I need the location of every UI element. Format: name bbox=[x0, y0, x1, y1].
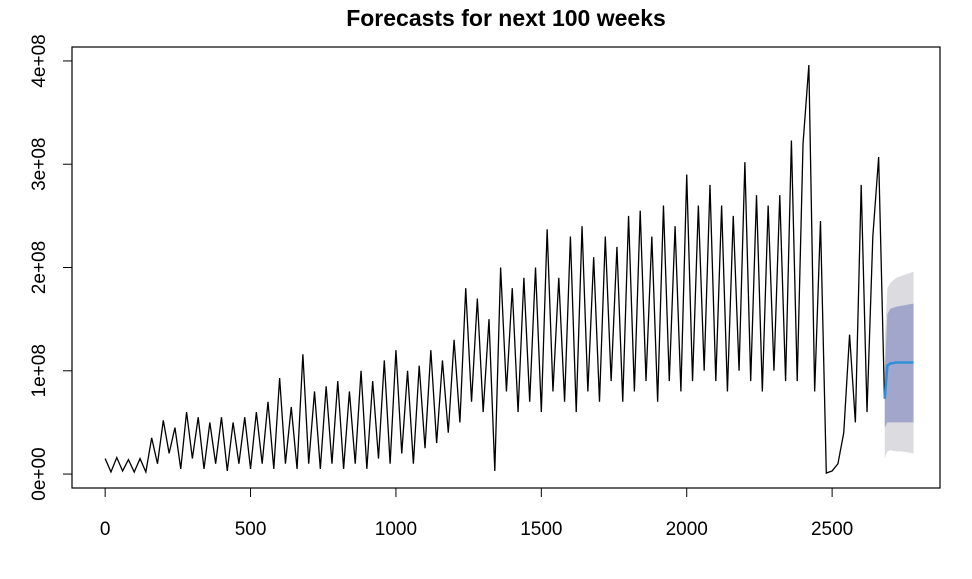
y-tick-label: 2e+08 bbox=[29, 241, 50, 294]
y-tick-label: 0e+00 bbox=[29, 447, 50, 500]
x-tick-label: 0 bbox=[100, 519, 111, 540]
chart-title: Forecasts for next 100 weeks bbox=[346, 5, 666, 31]
x-tick-label: 1500 bbox=[520, 519, 562, 540]
y-tick-label: 1e+08 bbox=[29, 344, 50, 397]
prediction-interval bbox=[884, 303, 914, 428]
x-tick-label: 2500 bbox=[811, 519, 853, 540]
y-tick-label: 3e+08 bbox=[29, 138, 50, 191]
history-line bbox=[104, 65, 886, 475]
x-tick-label: 2000 bbox=[666, 519, 708, 540]
x-tick-label: 500 bbox=[235, 519, 267, 540]
y-tick-label: 4e+08 bbox=[29, 34, 50, 87]
forecast-line bbox=[883, 361, 914, 399]
x-tick-label: 1000 bbox=[375, 519, 417, 540]
